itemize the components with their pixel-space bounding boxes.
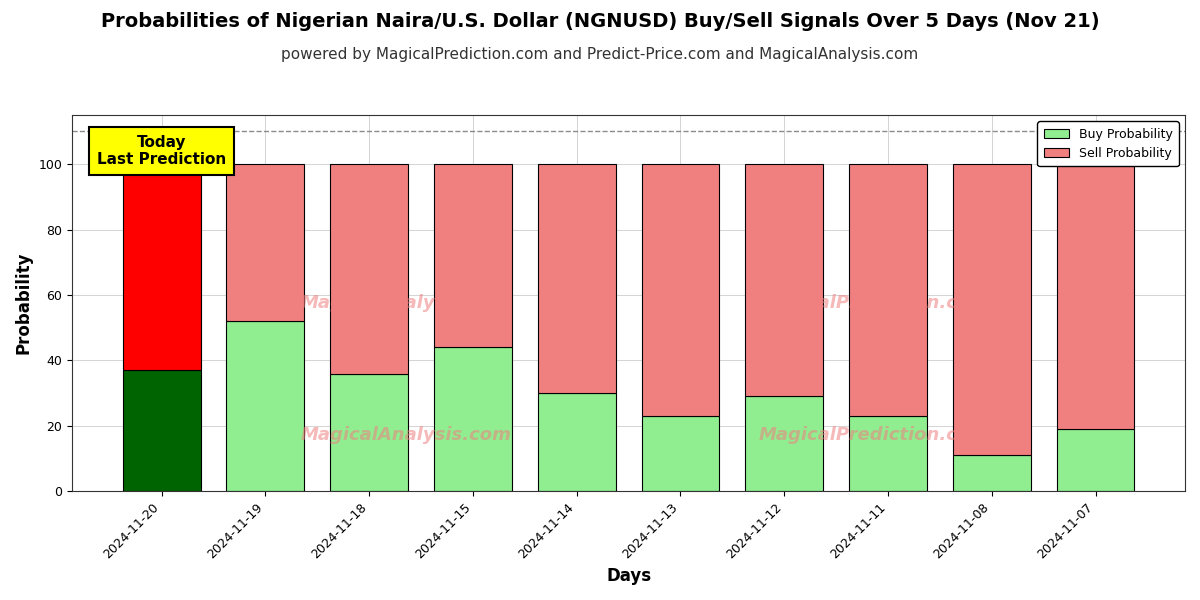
Bar: [434, 164, 512, 347]
Legend: Buy Probability, Sell Probability: Buy Probability, Sell Probability: [1037, 121, 1178, 166]
Bar: [1056, 164, 1134, 429]
X-axis label: Days: Days: [606, 567, 652, 585]
Y-axis label: Probability: Probability: [16, 252, 34, 355]
Bar: [850, 416, 926, 491]
Bar: [330, 374, 408, 491]
Bar: [642, 416, 719, 491]
Bar: [953, 455, 1031, 491]
Bar: [122, 164, 200, 370]
Text: Probabilities of Nigerian Naira/U.S. Dollar (NGNUSD) Buy/Sell Signals Over 5 Day: Probabilities of Nigerian Naira/U.S. Dol…: [101, 12, 1099, 31]
Bar: [953, 164, 1031, 455]
Bar: [538, 393, 616, 491]
Bar: [745, 164, 823, 397]
Text: powered by MagicalPrediction.com and Predict-Price.com and MagicalAnalysis.com: powered by MagicalPrediction.com and Pre…: [281, 46, 919, 61]
Bar: [227, 164, 305, 321]
Text: MagicalAnalysis.com: MagicalAnalysis.com: [300, 294, 511, 312]
Bar: [538, 164, 616, 393]
Text: Today
Last Prediction: Today Last Prediction: [97, 134, 227, 167]
Bar: [850, 164, 926, 416]
Text: MagicalPrediction.com: MagicalPrediction.com: [758, 294, 989, 312]
Bar: [227, 321, 305, 491]
Text: MagicalAnalysis.com: MagicalAnalysis.com: [300, 426, 511, 444]
Bar: [642, 164, 719, 416]
Bar: [434, 347, 512, 491]
Bar: [745, 397, 823, 491]
Text: MagicalPrediction.com: MagicalPrediction.com: [758, 426, 989, 444]
Bar: [330, 164, 408, 374]
Bar: [122, 370, 200, 491]
Bar: [1056, 429, 1134, 491]
